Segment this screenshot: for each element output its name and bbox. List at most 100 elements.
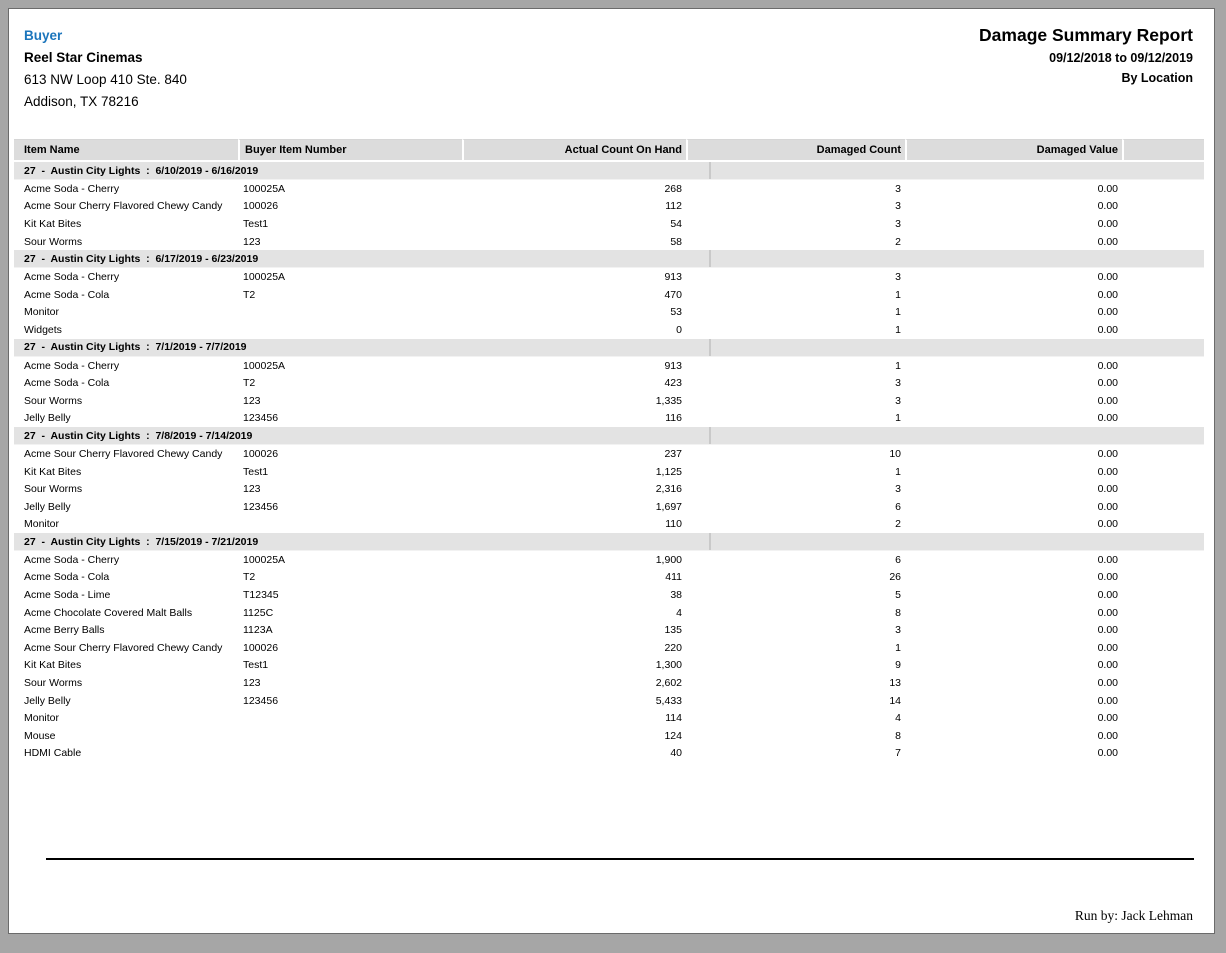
cell-item-name: Acme Soda - Cherry — [24, 182, 120, 195]
report-table-header: Item Name Buyer Item Number Actual Count… — [14, 139, 1204, 162]
item-row: Acme Soda - Lime T12345 38 5 0.00 — [14, 586, 1204, 604]
cell-actual-count: 1,335 — [655, 394, 682, 407]
cell-buyer-item-number — [238, 304, 462, 322]
buyer-block: Buyer Reel Star Cinemas 613 NW Loop 410 … — [24, 25, 187, 113]
cell-damaged-count: 3 — [895, 377, 901, 390]
cell-damaged-count: 5 — [895, 589, 901, 602]
cell-item-name: Acme Sour Cherry Flavored Chewy Candy — [24, 447, 223, 460]
group-header-row: 27 - Austin City Lights : 6/10/2019 - 6/… — [14, 162, 1204, 180]
cell-buyer-item-number — [238, 321, 462, 339]
cell-damaged-count: 1 — [895, 465, 901, 478]
cell-damaged-value: 0.00 — [1097, 377, 1118, 390]
cell-buyer-item-number — [238, 745, 462, 763]
cell-trailing — [1122, 321, 1204, 339]
cell-item-name: Mouse — [24, 729, 56, 742]
group-header-cell: 27 - Austin City Lights : 7/1/2019 - 7/7… — [14, 338, 1204, 357]
column-header-damaged-count: Damaged Count — [686, 139, 905, 162]
cell-trailing — [1122, 657, 1204, 675]
cell-damaged-count: 7 — [895, 747, 901, 760]
cell-damaged-value: 0.00 — [1097, 200, 1118, 213]
cell-damaged-value: 0.00 — [1097, 747, 1118, 760]
cell-damaged-count: 1 — [895, 323, 901, 336]
cell-actual-count: 112 — [665, 200, 682, 213]
cell-trailing — [1122, 374, 1204, 392]
cell-actual-count: 1,300 — [655, 659, 682, 672]
cell-trailing — [1122, 268, 1204, 286]
cell-item-name: Acme Soda - Lime — [24, 589, 111, 602]
cell-trailing — [1122, 516, 1204, 534]
group-band-divider — [709, 338, 711, 356]
cell-buyer-item-number: Test1 — [243, 465, 269, 478]
group-header-label: 27 - Austin City Lights : 7/15/2019 - 7/… — [24, 535, 259, 548]
cell-trailing — [1122, 727, 1204, 745]
item-row: Acme Soda - Cherry 100025A 913 3 0.00 — [14, 268, 1204, 286]
cell-damaged-count: 1 — [895, 412, 901, 425]
cell-actual-count: 135 — [664, 624, 682, 637]
cell-actual-count: 411 — [665, 571, 682, 584]
cell-damaged-count: 3 — [895, 394, 901, 407]
cell-trailing — [1122, 463, 1204, 481]
group-header-label: 27 - Austin City Lights : 7/1/2019 - 7/7… — [24, 341, 247, 354]
cell-buyer-item-number: 123 — [243, 677, 261, 690]
cell-damaged-count: 3 — [895, 271, 901, 284]
cell-item-name: Acme Soda - Cola — [24, 571, 110, 584]
cell-item-name: Acme Chocolate Covered Malt Balls — [24, 606, 193, 619]
column-header-trailing — [1122, 139, 1204, 162]
item-row: Acme Soda - Cherry 100025A 913 1 0.00 — [14, 357, 1204, 375]
cell-item-name: Sour Worms — [24, 235, 83, 248]
cell-buyer-item-number: T2 — [243, 571, 256, 584]
cell-damaged-value: 0.00 — [1097, 483, 1118, 496]
footer-divider-rule — [46, 858, 1194, 860]
item-row: Acme Soda - Cola T2 411 26 0.00 — [14, 569, 1204, 587]
cell-damaged-value: 0.00 — [1097, 271, 1118, 284]
cell-actual-count: 2,316 — [655, 483, 682, 496]
cell-damaged-count: 3 — [895, 624, 901, 637]
item-row: Kit Kat Bites Test1 54 3 0.00 — [14, 215, 1204, 233]
report-table-body: 27 - Austin City Lights : 6/10/2019 - 6/… — [14, 162, 1204, 762]
cell-buyer-item-number: 1123A — [243, 624, 273, 637]
cell-damaged-count: 8 — [895, 606, 901, 619]
cell-trailing — [1122, 586, 1204, 604]
cell-damaged-value: 0.00 — [1097, 641, 1118, 654]
cell-damaged-value: 0.00 — [1097, 288, 1118, 301]
buyer-address-line1: 613 NW Loop 410 Ste. 840 — [24, 72, 187, 87]
buyer-name: Reel Star Cinemas — [24, 50, 143, 65]
cell-trailing — [1122, 569, 1204, 587]
item-row: Acme Sour Cherry Flavored Chewy Candy 100… — [14, 639, 1204, 657]
item-row: Monitor 110 2 0.00 — [14, 516, 1204, 534]
cell-item-name: Monitor — [24, 518, 60, 531]
cell-damaged-value: 0.00 — [1097, 235, 1118, 248]
group-band-divider — [709, 533, 711, 551]
cell-damaged-value: 0.00 — [1097, 412, 1118, 425]
column-header-buyer-item-number: Buyer Item Number — [238, 139, 462, 162]
cell-actual-count: 1,697 — [655, 500, 682, 513]
cell-item-name: Acme Soda - Cherry — [24, 359, 120, 372]
cell-damaged-count: 13 — [889, 677, 901, 690]
item-row: Acme Soda - Cola T2 423 3 0.00 — [14, 374, 1204, 392]
cell-item-name: Jelly Belly — [24, 412, 71, 425]
cell-item-name: Acme Soda - Cherry — [24, 271, 120, 284]
cell-actual-count: 913 — [664, 271, 682, 284]
cell-actual-count: 5,433 — [655, 694, 682, 707]
cell-trailing — [1122, 498, 1204, 516]
group-header-row: 27 - Austin City Lights : 6/17/2019 - 6/… — [14, 250, 1204, 269]
cell-damaged-value: 0.00 — [1097, 712, 1118, 725]
report-table: Item Name Buyer Item Number Actual Count… — [14, 139, 1204, 762]
group-band-divider — [709, 162, 711, 179]
cell-damaged-value: 0.00 — [1097, 394, 1118, 407]
item-row: Monitor 53 1 0.00 — [14, 304, 1204, 322]
group-header-label: 27 - Austin City Lights : 7/8/2019 - 7/1… — [24, 429, 253, 442]
group-header-cell: 27 - Austin City Lights : 7/8/2019 - 7/1… — [14, 427, 1204, 446]
cell-item-name: Acme Soda - Cherry — [24, 553, 120, 566]
cell-trailing — [1122, 215, 1204, 233]
cell-trailing — [1122, 674, 1204, 692]
cell-damaged-count: 2 — [895, 518, 901, 531]
cell-trailing — [1122, 198, 1204, 216]
cell-damaged-value: 0.00 — [1097, 447, 1118, 460]
item-row: Acme Soda - Cherry 100025A 1,900 6 0.00 — [14, 551, 1204, 569]
cell-actual-count: 1,900 — [655, 553, 682, 566]
cell-damaged-value: 0.00 — [1097, 694, 1118, 707]
cell-damaged-count: 3 — [895, 217, 901, 230]
cell-damaged-value: 0.00 — [1097, 500, 1118, 513]
